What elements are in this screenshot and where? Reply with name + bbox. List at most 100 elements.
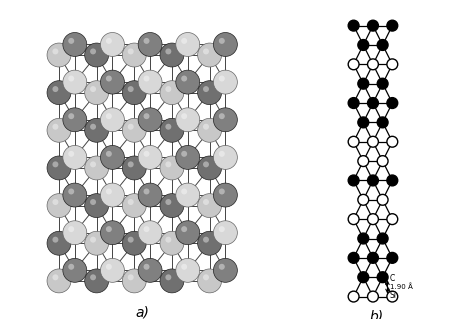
Circle shape [219,226,225,232]
Circle shape [138,145,162,169]
Circle shape [63,33,87,56]
Circle shape [367,252,378,263]
Circle shape [85,118,109,142]
Circle shape [377,78,388,89]
Circle shape [387,175,398,186]
Circle shape [106,264,112,270]
Circle shape [165,274,171,280]
Circle shape [219,113,225,119]
Circle shape [47,81,71,105]
Circle shape [128,161,134,167]
Circle shape [348,136,359,147]
Circle shape [138,108,162,132]
Circle shape [160,231,184,255]
Circle shape [68,151,74,157]
Circle shape [198,194,221,218]
Circle shape [219,189,225,195]
Circle shape [160,269,184,293]
Circle shape [85,156,109,180]
Circle shape [348,59,359,70]
Circle shape [387,252,398,263]
Circle shape [100,221,124,245]
Circle shape [181,113,187,119]
Circle shape [176,70,200,94]
Circle shape [122,43,146,67]
Circle shape [144,38,149,44]
Circle shape [63,108,87,132]
Circle shape [128,48,134,55]
Circle shape [144,264,149,270]
Text: 1.90 Å: 1.90 Å [390,284,413,290]
Circle shape [181,226,187,232]
Circle shape [165,124,171,130]
Circle shape [377,194,388,205]
Circle shape [63,258,87,282]
Circle shape [176,33,200,56]
Circle shape [100,258,124,282]
Circle shape [367,136,378,147]
Circle shape [165,86,171,92]
Circle shape [160,194,184,218]
Circle shape [358,78,369,89]
Circle shape [176,258,200,282]
Text: Si: Si [390,291,397,300]
Circle shape [90,199,96,205]
Circle shape [348,252,359,263]
Circle shape [85,231,109,255]
Circle shape [213,145,237,169]
Circle shape [53,124,58,130]
Circle shape [68,76,74,82]
Circle shape [144,113,149,119]
Circle shape [100,33,124,56]
Circle shape [47,118,71,142]
Text: a): a) [135,306,149,319]
Text: b): b) [370,309,384,319]
Circle shape [160,118,184,142]
Circle shape [106,151,112,157]
Circle shape [176,145,200,169]
Circle shape [100,145,124,169]
Circle shape [85,43,109,67]
Circle shape [122,118,146,142]
Circle shape [100,183,124,207]
Circle shape [387,98,398,108]
Circle shape [181,264,187,270]
Circle shape [165,48,171,55]
Circle shape [367,175,378,186]
Circle shape [358,272,369,283]
Circle shape [203,124,209,130]
Circle shape [358,40,369,50]
Circle shape [128,124,134,130]
Circle shape [203,48,209,55]
Circle shape [47,269,71,293]
Circle shape [387,214,398,225]
Circle shape [387,291,398,302]
Circle shape [53,237,58,243]
Circle shape [367,20,378,31]
Circle shape [138,258,162,282]
Circle shape [377,40,388,50]
Circle shape [100,70,124,94]
Circle shape [348,214,359,225]
Circle shape [106,38,112,44]
Circle shape [377,272,388,283]
Circle shape [213,258,237,282]
Text: C: C [390,274,395,283]
Circle shape [181,38,187,44]
Circle shape [165,237,171,243]
Circle shape [213,33,237,56]
Circle shape [203,237,209,243]
Circle shape [144,189,149,195]
Circle shape [198,43,221,67]
Circle shape [358,233,369,244]
Circle shape [63,70,87,94]
Circle shape [358,156,369,167]
Circle shape [63,145,87,169]
Circle shape [106,189,112,195]
Circle shape [90,274,96,280]
Circle shape [68,264,74,270]
Circle shape [198,81,221,105]
Circle shape [138,221,162,245]
Circle shape [387,59,398,70]
Circle shape [122,156,146,180]
